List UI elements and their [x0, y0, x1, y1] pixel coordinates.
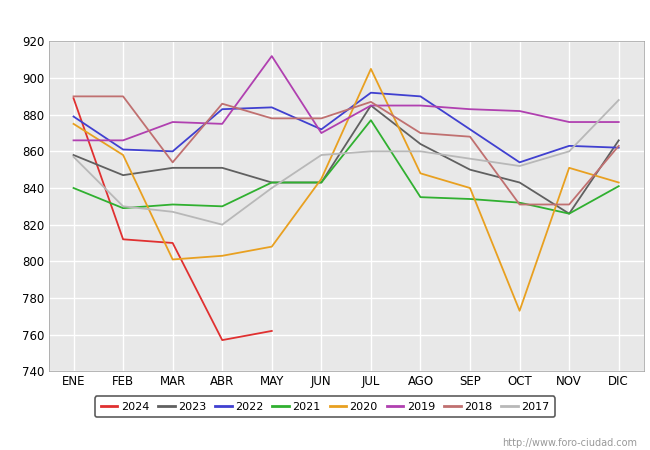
- Legend: 2024, 2023, 2022, 2021, 2020, 2019, 2018, 2017: 2024, 2023, 2022, 2021, 2020, 2019, 2018…: [95, 396, 555, 418]
- Text: http://www.foro-ciudad.com: http://www.foro-ciudad.com: [502, 438, 637, 448]
- Text: Afiliados en Guadalcanal a 31/5/2024: Afiliados en Guadalcanal a 31/5/2024: [170, 9, 480, 27]
